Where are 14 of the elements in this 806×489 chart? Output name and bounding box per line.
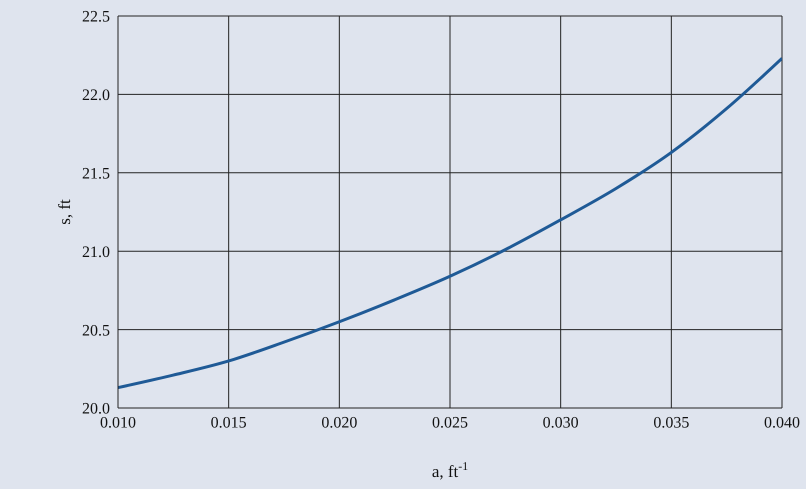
y-tick-label: 22.5 [82,8,110,26]
y-axis-title: s, ft [55,198,74,225]
x-tick-label: 0.035 [653,414,690,432]
x-tick-label: 0.020 [321,414,358,432]
x-tick-label: 0.030 [542,414,579,432]
x-axis-title: a, ft$^{-1}$ [432,459,468,481]
y-tick-label: 20.5 [82,322,110,340]
y-tick-label: 22.0 [82,87,110,104]
x-tick-label: 0.025 [432,414,468,432]
x-tick-label: 0.040 [764,414,800,432]
line-series [118,56,782,390]
y-tick-label: 21.5 [82,165,110,182]
y-tick-label: 21.0 [82,244,110,261]
x-tick-label: 0.015 [210,414,247,432]
